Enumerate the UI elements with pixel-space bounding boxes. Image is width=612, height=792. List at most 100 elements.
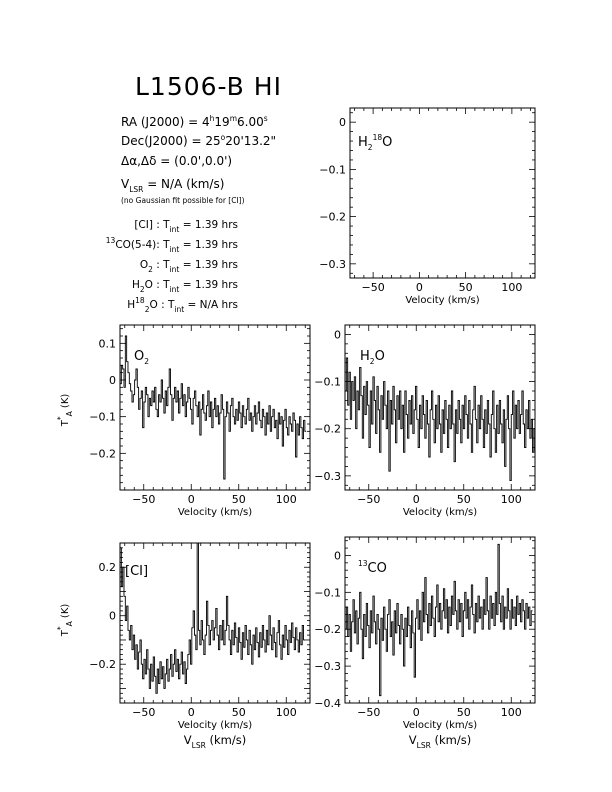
tint-subscript: int [174, 305, 184, 314]
y-tick-label: 0 [109, 374, 116, 387]
x-tick-label: 0 [413, 493, 420, 506]
vlsr-v: V [409, 733, 417, 747]
y-tick-label: −0.1 [314, 376, 341, 389]
ra-seconds: 6.00 [237, 115, 264, 129]
panel-13co: −50 0 50 100 0 −0.1 −0.2 −0.3 −0.4 Velocity (km/s… [314, 536, 536, 731]
y-tick-label: −0.1 [319, 163, 346, 176]
panel-label: H218O [358, 133, 392, 152]
y-tick-label: −0.2 [314, 623, 341, 636]
plot-frame [119, 542, 311, 704]
label-sub: 2 [144, 357, 149, 366]
tint-t: T [162, 279, 170, 291]
label-sup: 18 [373, 133, 383, 142]
dec-degrees: 25 [205, 134, 220, 148]
y-tick-label: −0.2 [89, 658, 116, 671]
y-tick-label: 0 [334, 549, 341, 562]
tint-t: T [167, 299, 175, 311]
x-tick-label: 100 [276, 706, 297, 719]
y-tick-label: 0 [334, 328, 341, 341]
ra-minutes: 19 [214, 115, 229, 129]
integration-line-1: 13CO(5-4): Tint = 1.39 hrs [106, 236, 238, 254]
x-tick-label: 0 [413, 706, 420, 719]
x-tick-label: 100 [276, 493, 297, 506]
tint-subscript: int [170, 285, 180, 294]
x-axis-label: Velocity (km/s) [405, 295, 479, 306]
tint-value: = 1.39 hrs [179, 239, 238, 251]
x-tick-label: −50 [357, 706, 380, 719]
int-post: O : [149, 299, 167, 311]
y-tick-label: 0.1 [99, 337, 117, 350]
dec-label: Dec(J2000) = [121, 134, 205, 148]
vlsr-label-right: VLSR (km/s) [409, 733, 471, 750]
panel-ci: −50 0 50 100 0.2 0 −0.2 Velocity (km/s) [CI] [89, 542, 311, 731]
tint-subscript: int [170, 265, 180, 274]
y-axis-label: T*A (K) [56, 394, 74, 428]
vlsr-sub: LSR [192, 741, 206, 750]
ra-hours-symbol: h [210, 114, 215, 123]
tint-value: = 1.39 hrs [179, 259, 238, 271]
y-tick-label: 0 [109, 610, 116, 623]
figure-title: L1506-B HI [135, 72, 282, 101]
x-axis-label: Velocity (km/s) [403, 720, 477, 731]
x-tick-label: −50 [362, 281, 385, 294]
plot-frame [344, 536, 536, 704]
integration-line-2: O2 : Tint = 1.39 hrs [140, 259, 238, 274]
ylabel-sup: * [56, 626, 65, 630]
y-tick-label: −0.4 [314, 697, 341, 710]
spectrum-line-ci [120, 543, 305, 694]
panel-label: H2O [360, 349, 385, 366]
y-tick-label: −0.2 [89, 447, 116, 460]
label-post: O [382, 135, 392, 150]
label-pre: O [134, 349, 144, 364]
int-post: O : [145, 279, 163, 291]
x-tick-label: −50 [132, 706, 155, 719]
y-tick-label: −0.3 [319, 258, 346, 271]
tint-value: = N/A hrs [184, 299, 238, 311]
y-tick-label: −0.3 [314, 660, 341, 673]
x-tick-label: 50 [457, 493, 471, 506]
vlsr-label: VLSR (km/s) [184, 733, 246, 750]
panel-o2: −50 0 50 100 0.1 0 −0.1 −0.2 Velocity (km/s) O2 [89, 324, 311, 518]
ylabel-t: T [60, 419, 71, 427]
panel-label: 13CO [358, 559, 387, 576]
vlsr-unit: (km/s) [431, 733, 471, 747]
label-sub: 2 [370, 357, 375, 366]
int-pre: O [140, 259, 148, 271]
vlsr-v: V [184, 733, 192, 747]
dec-rest: 20'13.2" [225, 134, 276, 148]
vlsr-label-left: VLSR (km/s) [184, 733, 246, 750]
panel-label: O2 [134, 349, 149, 366]
dec-line: Dec(J2000) = 25o20'13.2" [121, 133, 276, 148]
spectrum-line-o2 [120, 335, 307, 480]
spectrum-line-h2o [345, 357, 535, 482]
x-tick-label: 100 [501, 706, 522, 719]
int-sub: 2 [140, 285, 145, 294]
int-pre: H [132, 279, 140, 291]
label-pre: [CI] [125, 564, 148, 579]
int-sub: 2 [148, 265, 153, 274]
tint-t: T [162, 219, 170, 231]
offset-line: Δα,Δδ = (0.0',0.0') [121, 154, 232, 168]
ylabel-t: T [60, 629, 71, 637]
vlsr-line: VLSR = N/A (km/s) [121, 177, 224, 194]
ylabel-sub: A [65, 620, 74, 626]
ra-minutes-symbol: m [230, 114, 237, 123]
integration-line-4: H182O : Tint = N/A hrs [127, 296, 238, 314]
x-axis-label: Velocity (km/s) [178, 720, 252, 731]
tint-value: = 1.39 hrs [179, 219, 238, 231]
x-tick-label: 100 [501, 493, 522, 506]
vlsr-label: VLSR (km/s) [409, 733, 471, 750]
label-pre: H [358, 135, 368, 150]
ra-label: RA (J2000) = [121, 115, 202, 129]
x-tick-label: 50 [232, 493, 246, 506]
ylabel-unit: (K) [60, 394, 71, 412]
x-tick-label: −50 [132, 493, 155, 506]
ra-seconds-symbol: s [264, 114, 268, 123]
int-post: : [153, 259, 163, 271]
plot-frame [349, 107, 536, 279]
y-tick-label: 0 [339, 116, 346, 129]
y-tick-label: −0.1 [89, 411, 116, 424]
spectrum-line-13co [345, 543, 533, 697]
label-post: CO [368, 561, 387, 576]
